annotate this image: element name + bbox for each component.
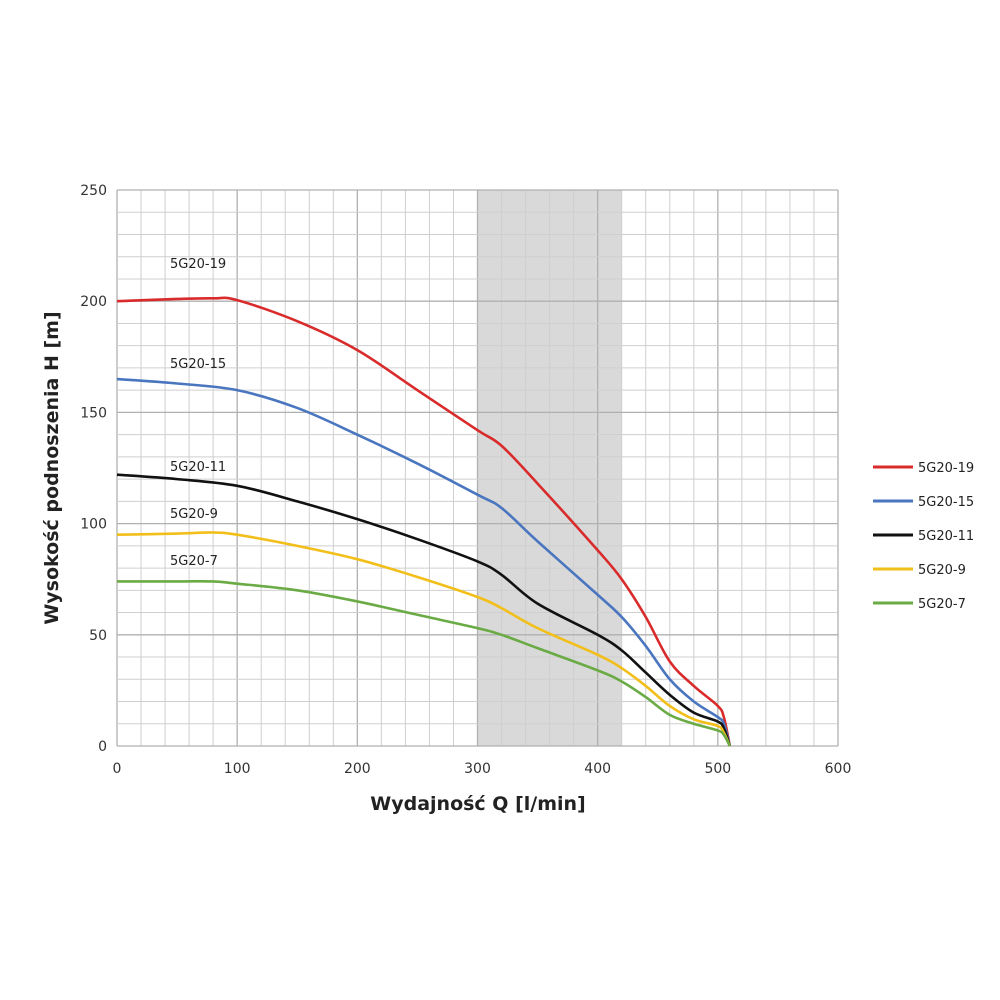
legend-entry: 5G20-15 xyxy=(918,495,974,510)
series-line-5g20-9 xyxy=(116,531,732,747)
x-tick-label: 0 xyxy=(113,761,122,777)
series-line-5g20-19 xyxy=(116,296,732,747)
x-axis-ticks: 0 100 200 300 400 500 600 xyxy=(113,761,852,777)
legend-entry: 5G20-7 xyxy=(918,597,966,612)
x-tick-label: 400 xyxy=(584,761,611,777)
curve-label: 5G20-19 xyxy=(170,257,226,272)
curve-labels: 5G20-19 5G20-15 5G20-11 5G20-9 5G20-7 xyxy=(170,257,226,569)
legend-entry: 5G20-19 xyxy=(918,461,974,476)
y-tick-label: 50 xyxy=(89,628,107,644)
curve-label: 5G20-11 xyxy=(170,460,226,475)
y-tick-label: 0 xyxy=(98,739,107,755)
curve-label: 5G20-7 xyxy=(170,554,218,569)
curve-label: 5G20-15 xyxy=(170,357,226,372)
y-tick-label: 100 xyxy=(80,517,107,533)
series-line-5g20-11 xyxy=(116,473,732,747)
y-tick-label: 200 xyxy=(80,294,107,310)
grid xyxy=(116,189,839,747)
series-line-5g20-7 xyxy=(117,579,732,747)
x-tick-label: 600 xyxy=(825,761,852,777)
series-line-5g20-15 xyxy=(116,377,732,747)
x-tick-label: 300 xyxy=(464,761,491,777)
y-axis-ticks: 0 50 100 150 200 250 xyxy=(80,183,107,755)
x-axis-title: Wydajność Q [l/min] xyxy=(370,793,585,815)
x-tick-label: 200 xyxy=(344,761,371,777)
y-tick-label: 250 xyxy=(80,183,107,199)
legend-entry: 5G20-9 xyxy=(918,563,966,578)
legend-entry: 5G20-11 xyxy=(918,529,974,544)
y-axis-title: Wysokość podnoszenia H [m] xyxy=(41,311,63,624)
series-lines xyxy=(116,296,732,747)
x-tick-label: 500 xyxy=(704,761,731,777)
legend: 5G20-19 5G20-15 5G20-11 5G20-9 5G20-7 xyxy=(873,461,974,612)
y-tick-label: 150 xyxy=(80,405,107,421)
x-tick-label: 100 xyxy=(224,761,251,777)
curve-label: 5G20-9 xyxy=(170,507,218,522)
